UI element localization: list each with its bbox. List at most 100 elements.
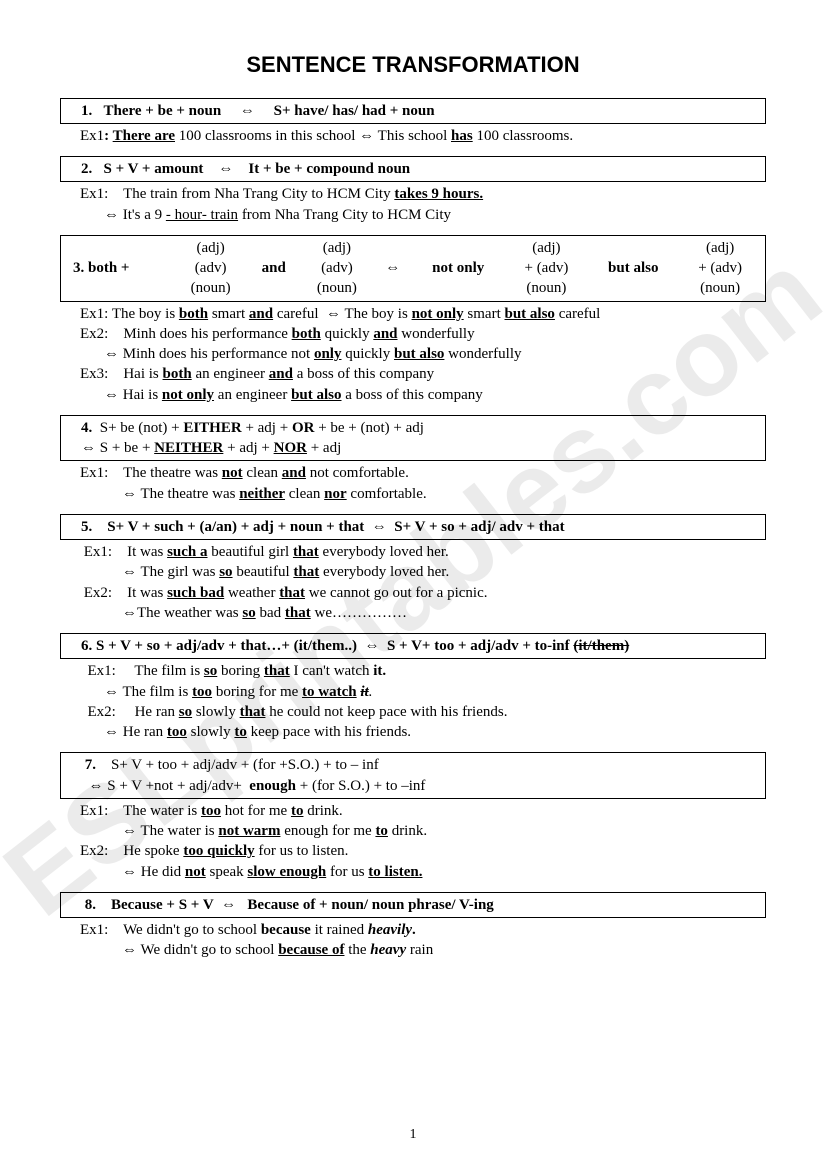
rule-2-box: 2. S + V + amount ⇔ It + be + compound n… xyxy=(60,156,766,182)
text: he could not keep pace with his friends. xyxy=(269,704,507,720)
ex-label: Ex1: xyxy=(84,544,112,560)
text: heavy xyxy=(370,942,406,958)
arrow-icon: ⇔ xyxy=(122,604,137,621)
text: slow enough xyxy=(247,864,326,880)
text: S+ V + too + adj/adv + (for +S.O.) + to … xyxy=(111,757,379,773)
document-page: ESLprintables.com SENTENCE TRANSFORMATIO… xyxy=(0,0,826,1169)
text: such bad xyxy=(167,585,224,601)
text: Because of + noun/ noun phrase/ V-ing xyxy=(247,897,493,913)
rule-7-ex2b: ⇔ He did not speak slow enough for us to… xyxy=(122,862,766,882)
text: that xyxy=(240,704,266,720)
arrow-icon: ⇔ xyxy=(104,723,119,740)
text: has xyxy=(451,128,473,144)
arrow-icon: ⇔ xyxy=(104,683,119,700)
text: S + V +not + adj/adv+ xyxy=(107,778,242,794)
cell: not only xyxy=(411,258,506,278)
rule-1-right: S+ have/ has/ had + noun xyxy=(274,103,435,119)
rule-8-num: 8. xyxy=(85,897,96,913)
cell: and xyxy=(248,258,299,278)
text: I can't watch xyxy=(294,663,370,679)
text: we cannot go out for a picnic. xyxy=(309,585,488,601)
rule-2-ex1b: ⇔ It's a 9 - hour- train from Nha Trang … xyxy=(104,205,766,225)
text: 100 classrooms in this school xyxy=(179,128,356,144)
text: He did xyxy=(141,864,181,880)
text: + adj xyxy=(311,440,342,456)
text: hot for me xyxy=(225,803,287,819)
text: smart xyxy=(212,306,245,322)
text: wonderfully xyxy=(401,326,474,342)
text: takes 9 hours. xyxy=(394,186,483,202)
text: not warm xyxy=(218,823,280,839)
text: drink. xyxy=(307,803,342,819)
text: that xyxy=(279,585,305,601)
rule-5-ex2: Ex2: It was such bad weather that we can… xyxy=(80,583,766,603)
text: we…………… xyxy=(314,605,407,621)
text: careful xyxy=(559,306,601,322)
rule-3-num: 3. xyxy=(73,260,84,276)
rule-5-box: 5. S+ V + such + (a/an) + adj + noun + t… xyxy=(60,514,766,540)
arrow-icon: ⇔ xyxy=(218,160,233,177)
text: that xyxy=(293,544,319,560)
text: a boss of this company xyxy=(345,387,482,403)
text: The boy is xyxy=(344,306,407,322)
arrow-icon: ⇔ xyxy=(221,896,236,913)
text: The girl was xyxy=(140,564,215,580)
text: too quickly xyxy=(183,843,254,859)
arrow-icon: ⇔ xyxy=(326,305,341,322)
text: slowly xyxy=(196,704,236,720)
text: - hour- train xyxy=(166,207,238,223)
rule-7: 7. S+ V + too + adj/adv + (for +S.O.) + … xyxy=(60,752,766,882)
rule-2-left: S + V + amount xyxy=(104,161,204,177)
arrow-icon: ⇔ xyxy=(372,518,387,535)
text: He ran xyxy=(135,704,175,720)
text: We didn't go to school xyxy=(123,922,257,938)
text: The theatre was xyxy=(140,486,235,502)
rule-5-ex1b: ⇔ The girl was so beautiful that everybo… xyxy=(122,562,766,582)
cell: (noun) xyxy=(299,278,375,298)
text: not comfortable. xyxy=(310,465,409,481)
text: because of xyxy=(278,942,344,958)
text: so xyxy=(204,663,217,679)
text: The train from Nha Trang City to HCM Cit… xyxy=(123,186,391,202)
text: S+ V + so + adj/ adv + that xyxy=(394,519,564,535)
text: and xyxy=(282,465,306,481)
ex-label: Ex2: xyxy=(88,704,116,720)
text: The water is xyxy=(123,803,197,819)
rule-2-right: It + be + compound noun xyxy=(248,161,410,177)
text: The film is xyxy=(134,663,200,679)
text: S + V+ too + adj/adv + to-inf xyxy=(387,638,570,654)
text: The boy is xyxy=(112,306,175,322)
text: not only xyxy=(162,387,214,403)
text: an engineer xyxy=(195,366,265,382)
ex-label: Ex1: xyxy=(80,465,108,481)
arrow-icon: ⇔ xyxy=(122,941,137,958)
rule-3-box: (adj) (adj) (adj) (adj) 3. both + (adv) … xyxy=(60,235,766,302)
text: from Nha Trang City to HCM City xyxy=(242,207,451,223)
ex-label: Ex1: xyxy=(88,663,116,679)
text: + (for S.O.) + to –inf xyxy=(300,778,426,794)
text: This school xyxy=(378,128,448,144)
text: S+ V + such + (a/an) + adj + noun + that xyxy=(107,519,364,535)
rule-1-num: 1. xyxy=(81,103,92,119)
text: quickly xyxy=(345,346,390,362)
text: beautiful girl xyxy=(211,544,289,560)
text: so xyxy=(219,564,232,580)
text: for us to listen. xyxy=(258,843,348,859)
text: everybody loved her. xyxy=(323,544,449,560)
rule-3-table: (adj) (adj) (adj) (adj) 3. both + (adv) … xyxy=(65,238,761,299)
cell: + xyxy=(698,260,706,276)
text: the xyxy=(348,942,366,958)
text: clean xyxy=(246,465,278,481)
rule-7-ex1: Ex1: The water is too hot for me to drin… xyxy=(80,801,766,821)
text: it rained xyxy=(315,922,365,938)
rule-4: 4. S+ be (not) + EITHER + adj + OR + be … xyxy=(60,415,766,504)
text: Hai is xyxy=(123,387,158,403)
arrow-icon: ⇔ xyxy=(122,822,137,839)
text: too xyxy=(167,724,187,740)
cell: (noun) xyxy=(679,278,761,298)
text: both xyxy=(179,306,208,322)
text: S + V + so + adj/adv + that…+ (it/them..… xyxy=(96,638,357,654)
text: It was xyxy=(127,585,163,601)
text: both xyxy=(292,326,321,342)
arrow-icon: ⇔ xyxy=(385,259,400,276)
